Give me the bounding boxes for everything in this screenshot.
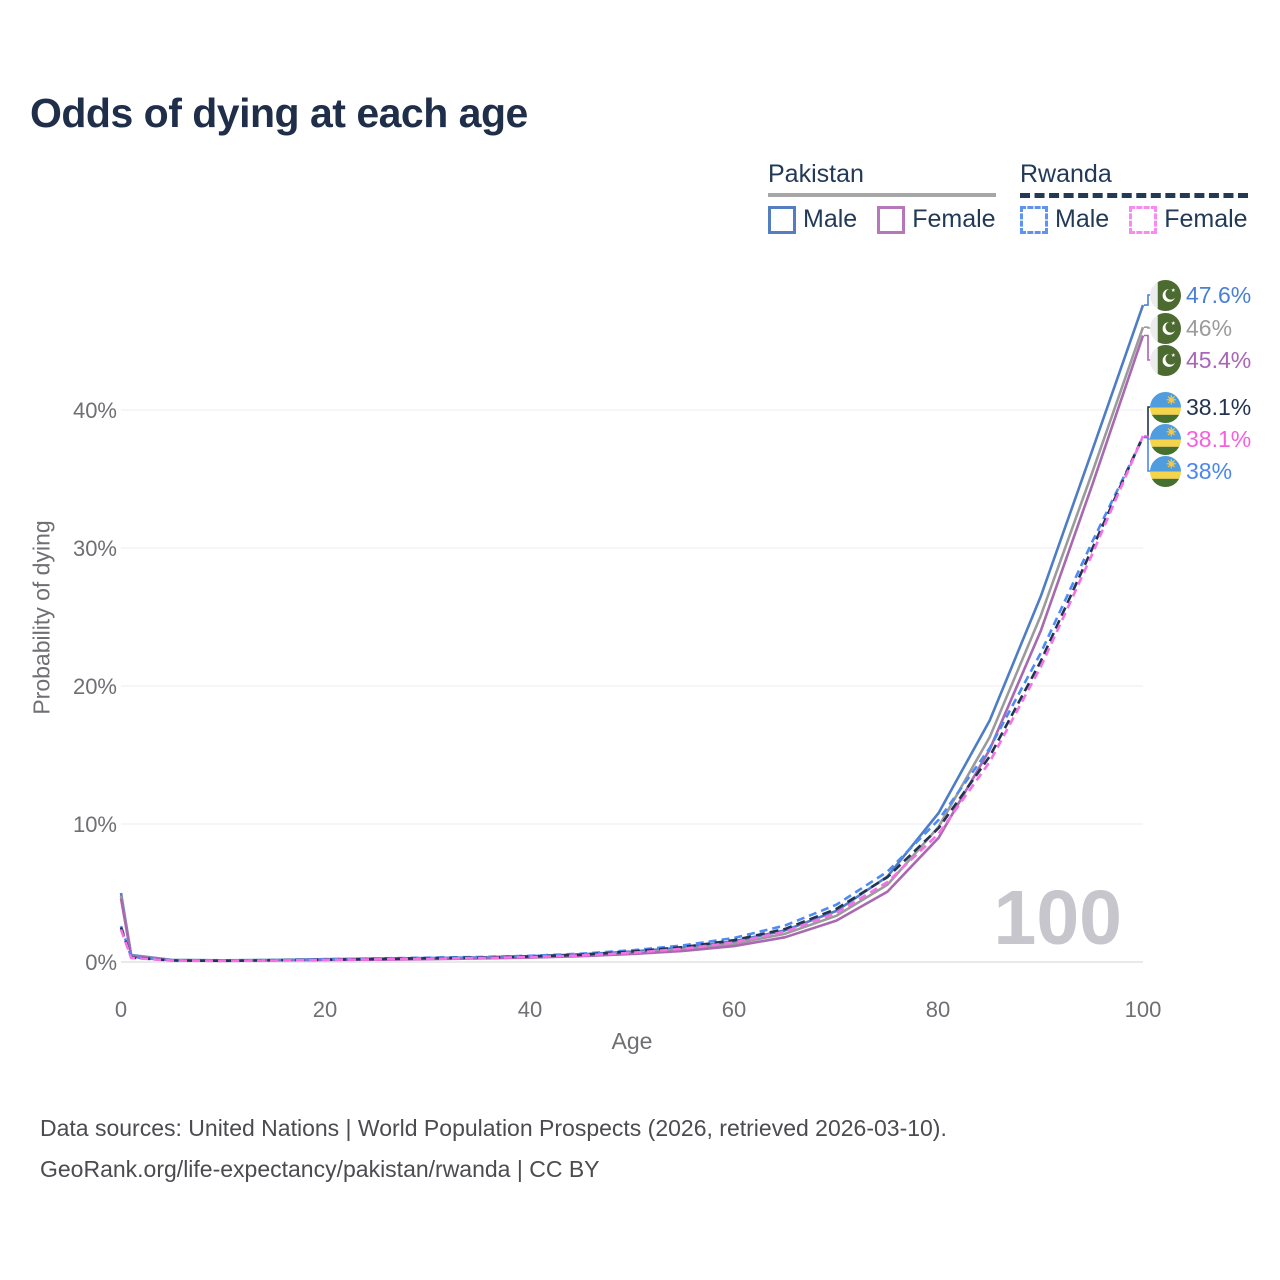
pakistan-male-swatch [768, 205, 796, 234]
legend-item-rwanda-male[interactable]: Male [1020, 205, 1109, 234]
y-tick-10: 10% [72, 812, 117, 837]
y-tick-0: 0% [85, 950, 117, 975]
series-line-pk_total[interactable] [119, 326, 1145, 962]
series-line-rw_female[interactable] [119, 435, 1145, 963]
page-title: Odds of dying at each age [30, 90, 528, 136]
pakistan-flag-icon [1150, 345, 1181, 376]
end-value: 47.6% [1186, 281, 1252, 308]
hover-age-watermark: 100 [993, 875, 1122, 961]
x-tick-100: 100 [1124, 997, 1162, 1022]
series-line-pk_female[interactable] [119, 335, 1145, 962]
end-label-pakistan-total[interactable]: 46% [1150, 312, 1232, 344]
legend-underline-pakistan [768, 193, 996, 197]
sources-line-2[interactable]: GeoRank.org/life-expectancy/pakistan/rwa… [40, 1156, 600, 1182]
legend-country-rwanda[interactable]: Rwanda [1020, 160, 1112, 188]
end-label-rwanda-female[interactable]: 38.1% [1150, 423, 1251, 455]
end-label-pakistan-female[interactable]: 45.4% [1150, 344, 1251, 376]
x-tick-60: 60 [721, 997, 747, 1022]
rwanda-flag-icon [1150, 456, 1181, 487]
legend-label: Female [912, 205, 996, 233]
x-axis-title: Age [611, 1028, 653, 1054]
x-tick-80: 80 [925, 997, 951, 1022]
y-axis-title: Probability of dying [28, 520, 55, 715]
legend-item-pakistan-female[interactable]: Female [877, 205, 996, 234]
pakistan-female-swatch [877, 205, 906, 234]
x-tick-20: 20 [312, 997, 338, 1022]
legend-label: Male [1055, 205, 1110, 233]
end-value: 38.1% [1186, 425, 1252, 452]
data-sources: Data sources: United Nations | World Pop… [40, 1108, 947, 1190]
pakistan-flag-icon [1150, 313, 1181, 344]
y-tick-30: 30% [72, 536, 117, 561]
legend-group-pakistan: Pakistan Male Female [768, 160, 996, 234]
end-label-rwanda-total[interactable]: 38.1% [1150, 391, 1251, 423]
rwanda-male-swatch [1020, 205, 1048, 234]
legend-label: Female [1164, 205, 1248, 233]
sources-line-1: Data sources: United Nations | World Pop… [40, 1115, 947, 1141]
x-tick-0: 0 [114, 997, 128, 1022]
legend-item-rwanda-female[interactable]: Female [1129, 205, 1248, 234]
legend-country-pakistan[interactable]: Pakistan [768, 160, 864, 188]
y-tick-20: 20% [72, 674, 117, 699]
series-line-rw_total[interactable] [119, 435, 1145, 963]
x-tick-40: 40 [517, 997, 543, 1022]
end-value: 38.1% [1186, 393, 1252, 420]
end-value: 45.4% [1186, 346, 1252, 373]
legend-label: Male [803, 205, 858, 233]
end-label-rwanda-male[interactable]: 38% [1150, 455, 1232, 487]
rwanda-flag-icon [1150, 424, 1181, 455]
end-value: 38% [1186, 457, 1233, 484]
pakistan-flag-icon [1150, 280, 1181, 311]
rwanda-flag-icon [1150, 392, 1181, 423]
end-value: 46% [1186, 314, 1233, 341]
legend-group-rwanda: Rwanda Male Female [1020, 160, 1248, 234]
legend-item-pakistan-male[interactable]: Male [768, 205, 857, 234]
series-line-pk_male[interactable] [119, 304, 1145, 962]
y-tick-40: 40% [72, 398, 117, 423]
legend-underline-rwanda [1020, 193, 1248, 198]
rwanda-female-swatch [1129, 205, 1158, 234]
end-label-pakistan-male[interactable]: 47.6% [1150, 279, 1251, 311]
